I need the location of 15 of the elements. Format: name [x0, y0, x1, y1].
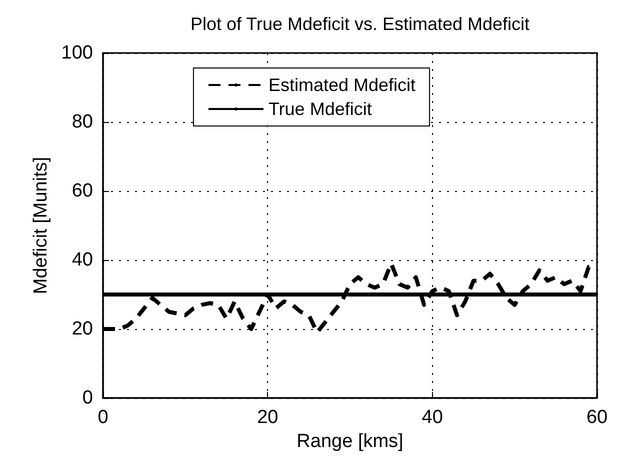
legend-label: True Mdeficit [268, 99, 372, 119]
y-tick-label: 60 [72, 180, 93, 202]
y-axis-title: Mdeficit [Munits] [30, 156, 52, 294]
x-tick-label: 60 [586, 407, 608, 428]
legend-label: Estimated Mdeficit [268, 75, 416, 95]
x-tick-label: 40 [422, 407, 443, 428]
y-tick-label: 80 [72, 112, 93, 132]
y-tick-label: 40 [72, 250, 93, 270]
chart-title: Plot of True Mdeficit vs. Estimated Mdeficit [190, 14, 530, 34]
y-tick-label: 20 [72, 318, 93, 340]
x-axis-title: Range [kms] [296, 430, 404, 452]
y-tick-label: 100 [61, 42, 93, 64]
x-tick-label: 20 [257, 407, 278, 428]
y-tick-label: 0 [82, 388, 93, 408]
x-tick-label: 0 [98, 407, 108, 428]
